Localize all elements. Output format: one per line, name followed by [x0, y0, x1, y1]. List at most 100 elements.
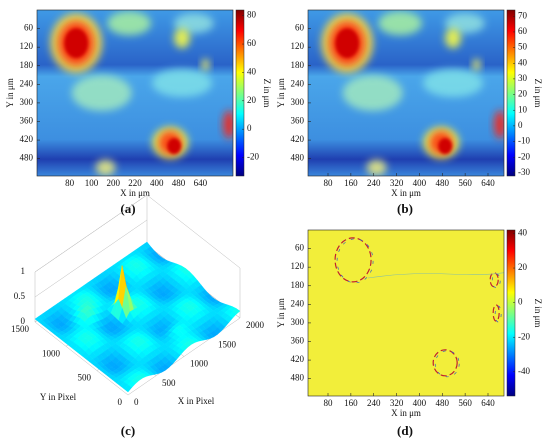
x-tick-label: 100 — [85, 178, 99, 188]
x-tick-label: 560 — [458, 178, 472, 188]
y-tick-label: 1000 — [42, 348, 61, 358]
colorbar-tick-label: 20 — [518, 89, 528, 99]
blob — [167, 138, 182, 155]
blob — [438, 138, 453, 155]
x-tick-label: 1000 — [190, 359, 209, 369]
x-tick-label: 80 — [324, 178, 334, 188]
colorbar-tick-label: -20 — [518, 331, 530, 341]
panel-label: (a) — [120, 201, 135, 216]
colorbar-tick-label: -40 — [518, 366, 530, 376]
x-tick-label: 500 — [162, 378, 176, 388]
y-tick-label: 500 — [77, 373, 91, 383]
x-tick-label: 320 — [390, 178, 404, 188]
heatmap-image — [308, 230, 504, 396]
blob — [223, 110, 233, 139]
edge — [334, 237, 372, 283]
colorbar-tick-label: 10 — [518, 104, 528, 114]
y-tick-label: 480 — [291, 373, 305, 383]
y-tick-label: 420 — [291, 134, 305, 144]
edge — [432, 349, 458, 377]
grid-line — [34, 321, 129, 396]
y-tick-label: 180 — [291, 60, 305, 70]
plot-frame — [307, 9, 505, 177]
box-edge — [146, 194, 241, 269]
x-tick-label: 0 — [134, 397, 139, 407]
y-tick-label: 1500 — [11, 324, 30, 334]
x-axis-label: X in μm — [391, 408, 421, 418]
grid-line — [34, 219, 148, 298]
x-tick-label: 80 — [65, 178, 75, 188]
blob — [342, 75, 403, 111]
z-tick-label: 0.5 — [14, 291, 26, 301]
colorbar-tick-label: 30 — [518, 73, 528, 83]
y-tick-label: 60 — [295, 243, 305, 253]
colorbar-tick-label: 80 — [247, 10, 257, 20]
y-tick-label: 480 — [20, 153, 34, 163]
y-tick-label: 120 — [291, 41, 305, 51]
y-tick-label: 180 — [291, 280, 305, 290]
y-axis-label: Y in μm — [276, 298, 286, 328]
blob — [174, 28, 191, 49]
x-tick-label: 400 — [413, 178, 427, 188]
panel-label: (d) — [397, 423, 413, 438]
x-tick-label: 480 — [172, 178, 186, 188]
x-tick-label: 640 — [194, 178, 208, 188]
x-tick-label: 560 — [458, 398, 472, 408]
y-tick-label: 240 — [291, 78, 305, 88]
x-tick-label: 1500 — [218, 339, 237, 349]
x-tick-label: 160 — [344, 178, 358, 188]
colorbar-tick-label: 70 — [518, 10, 528, 20]
y-tick-label: 300 — [20, 97, 34, 107]
colorbar-tick-label: 40 — [247, 66, 257, 76]
colorbar-tick-label: -20 — [518, 151, 530, 161]
blob — [378, 11, 423, 36]
blob — [71, 75, 132, 111]
blob — [64, 28, 89, 59]
y-tick-label: 120 — [291, 261, 305, 271]
y-tick-label: 480 — [291, 153, 305, 163]
colorbar-tick-label: -10 — [518, 136, 530, 146]
colorbar-tick-label: 60 — [247, 38, 257, 48]
blob — [445, 28, 462, 49]
blob — [472, 58, 481, 71]
colorbar-tick-label: 0 — [247, 123, 252, 133]
colorbar-tick-label: -20 — [247, 152, 259, 162]
colorbar-tick-label: 0 — [518, 120, 523, 130]
x-tick-label: 640 — [481, 398, 495, 408]
panel-label: (c) — [121, 423, 135, 438]
colorbar-tick-label: 50 — [518, 42, 528, 52]
y-tick-label: 180 — [20, 60, 34, 70]
surface-patch — [123, 384, 133, 393]
x-tick-label: 2000 — [246, 320, 265, 330]
x-axis-label: X in μm — [391, 188, 421, 198]
edge — [336, 238, 374, 284]
edge — [489, 272, 499, 288]
y-tick-label: 120 — [20, 41, 34, 51]
z-tick-label: 1 — [20, 266, 25, 276]
y-axis-label: Y in Pixel — [40, 392, 77, 402]
colorbar-label: Z in μm — [533, 79, 543, 108]
heatmap-bg — [308, 230, 504, 396]
x-tick-label: 480 — [436, 178, 450, 188]
y-tick-label: 360 — [291, 116, 305, 126]
colorbar-tick-label: 20 — [247, 95, 257, 105]
x-tick-label: 80 — [324, 398, 334, 408]
blob — [152, 69, 213, 98]
colorbar-label: Z in μm — [262, 79, 272, 108]
x-tick-label: 400 — [413, 398, 427, 408]
plot-frame — [307, 229, 505, 397]
colorbar — [506, 229, 516, 397]
colorbar-label: Z in μm — [533, 299, 543, 328]
colorbar-tick-label: 20 — [518, 262, 528, 272]
y-tick-label: 60 — [295, 23, 305, 33]
y-tick-label: 0 — [118, 397, 123, 407]
z-tick-label: 0 — [20, 316, 25, 326]
blob — [444, 13, 485, 34]
blob — [173, 13, 214, 34]
x-tick-label: 400 — [150, 178, 164, 188]
y-axis-label: Y in μm — [5, 78, 15, 108]
y-tick-label: 60 — [24, 23, 34, 33]
y-tick-label: 240 — [291, 298, 305, 308]
x-tick-label: 320 — [390, 398, 404, 408]
